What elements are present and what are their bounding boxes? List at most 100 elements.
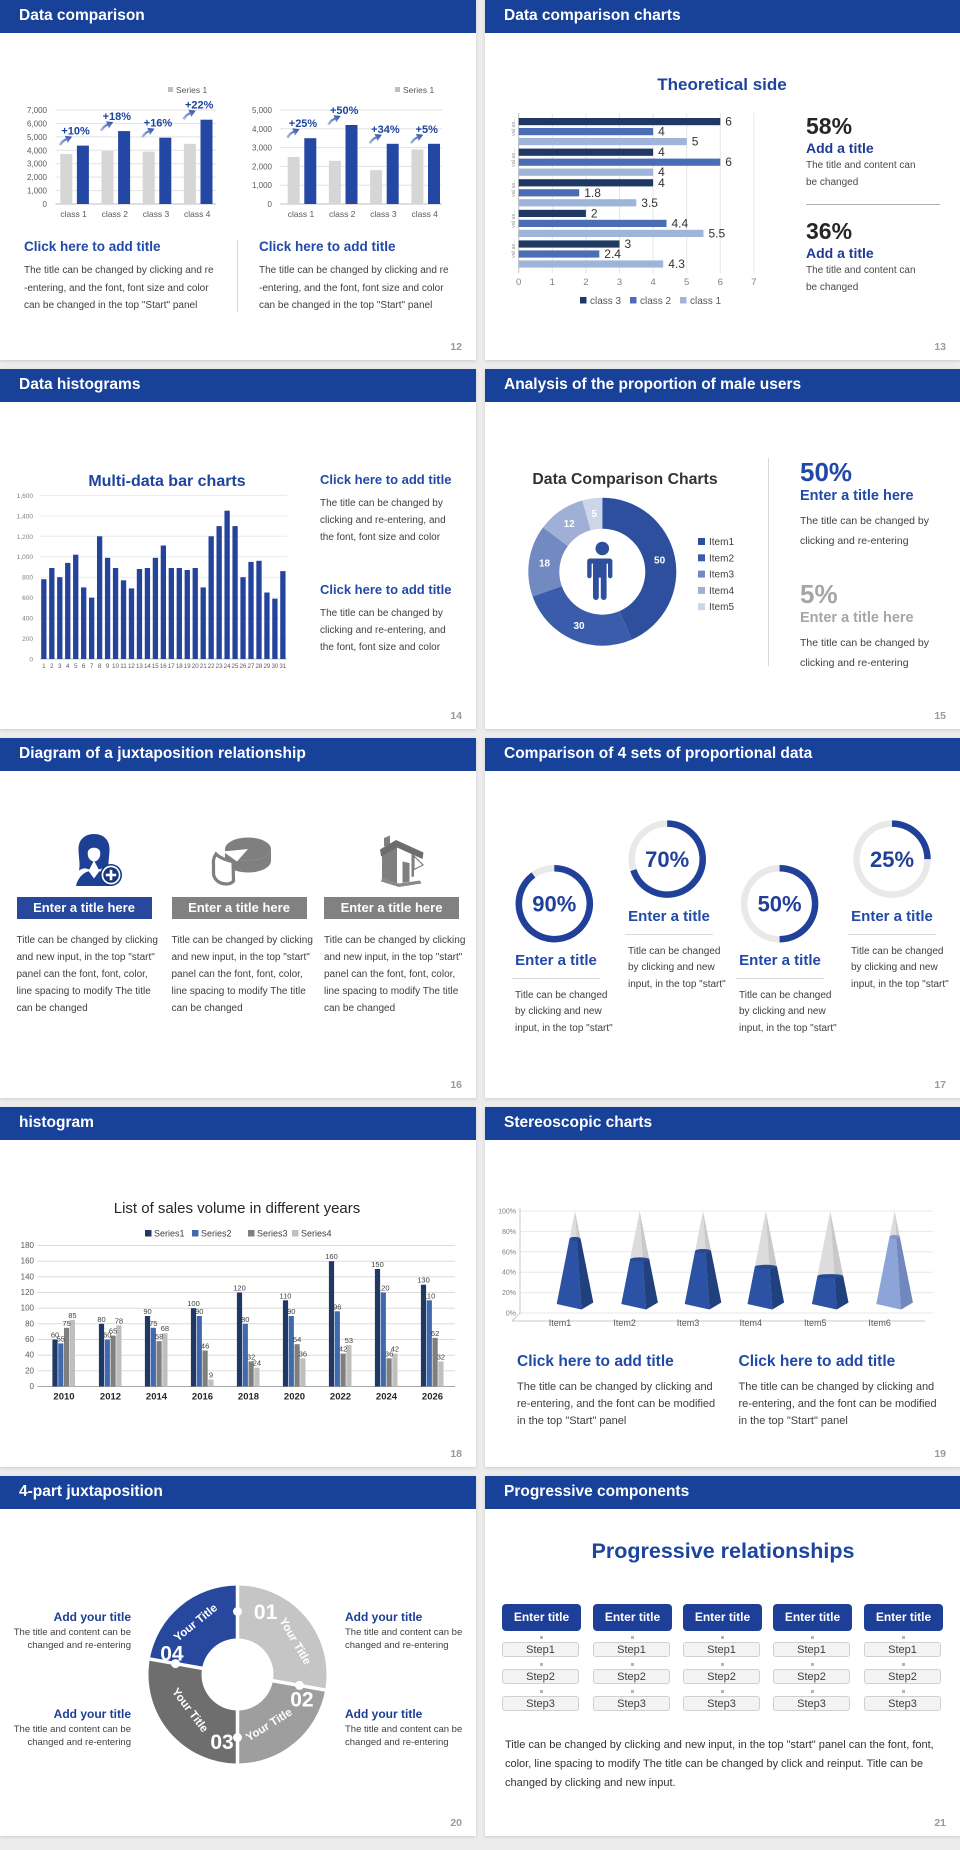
- svg-text:Item3: Item3: [709, 570, 734, 581]
- svg-text:22: 22: [208, 663, 215, 670]
- svg-text:val as...: val as...: [511, 178, 517, 197]
- svg-text:Item3: Item3: [677, 1318, 700, 1328]
- svg-text:6: 6: [725, 155, 732, 169]
- svg-text:1,000: 1,000: [252, 181, 273, 190]
- svg-text:Item4: Item4: [709, 586, 734, 597]
- svg-text:160: 160: [325, 1252, 338, 1261]
- svg-text:4: 4: [650, 277, 655, 288]
- svg-text:75: 75: [149, 1319, 157, 1328]
- svg-text:val as...: val as...: [511, 239, 517, 258]
- svg-text:+18%: +18%: [103, 111, 132, 123]
- svg-text:1,400: 1,400: [17, 513, 34, 520]
- svg-text:68: 68: [161, 1324, 169, 1333]
- svg-text:1.8: 1.8: [584, 186, 601, 200]
- svg-text:class 3: class 3: [370, 209, 397, 219]
- svg-text:Item2: Item2: [613, 1318, 636, 1328]
- svg-text:Series 1: Series 1: [176, 85, 207, 95]
- svg-text:4,000: 4,000: [27, 146, 48, 155]
- svg-text:4: 4: [658, 176, 665, 190]
- svg-text:40: 40: [25, 1351, 34, 1360]
- svg-text:2.4: 2.4: [604, 247, 621, 261]
- svg-text:4,000: 4,000: [252, 125, 273, 134]
- svg-text:85: 85: [68, 1311, 76, 1320]
- svg-text:4.3: 4.3: [668, 257, 685, 271]
- svg-text:9: 9: [106, 663, 110, 670]
- svg-text:Series 1: Series 1: [403, 85, 434, 95]
- svg-text:7: 7: [751, 277, 756, 288]
- svg-text:List of sales volume in differ: List of sales volume in different years: [114, 1200, 361, 1217]
- svg-text:val as...: val as...: [511, 209, 517, 228]
- svg-text:20%: 20%: [502, 1290, 516, 1297]
- svg-text:1,000: 1,000: [27, 187, 48, 196]
- svg-text:Series2: Series2: [201, 1229, 232, 1239]
- svg-text:class 4: class 4: [411, 209, 438, 219]
- svg-text:6: 6: [718, 277, 723, 288]
- svg-text:12: 12: [564, 519, 576, 530]
- svg-text:160: 160: [21, 1257, 35, 1266]
- svg-text:60%: 60%: [502, 1249, 516, 1256]
- svg-text:1: 1: [42, 663, 46, 670]
- svg-text:36: 36: [299, 1349, 307, 1358]
- svg-text:Data Comparison Charts: Data Comparison Charts: [532, 471, 717, 488]
- svg-text:+25%: +25%: [289, 118, 318, 130]
- svg-text:class 2: class 2: [329, 209, 356, 219]
- svg-text:Item5: Item5: [804, 1318, 827, 1328]
- svg-text:Item1: Item1: [549, 1318, 572, 1328]
- svg-text:0%: 0%: [506, 1311, 516, 1318]
- svg-text:50%: 50%: [758, 892, 802, 917]
- svg-text:val as...: val as...: [511, 117, 517, 136]
- svg-text:6,000: 6,000: [27, 119, 48, 128]
- svg-text:class 2: class 2: [102, 209, 129, 219]
- svg-text:11: 11: [120, 663, 127, 670]
- svg-text:0: 0: [43, 200, 48, 209]
- svg-text:19: 19: [184, 663, 191, 670]
- svg-text:02: 02: [290, 1689, 313, 1712]
- svg-text:65: 65: [109, 1327, 117, 1336]
- svg-text:5,000: 5,000: [27, 133, 48, 142]
- svg-text:Item1: Item1: [709, 537, 734, 548]
- svg-text:100: 100: [187, 1299, 200, 1308]
- svg-text:class 2: class 2: [640, 296, 672, 307]
- svg-text:2022: 2022: [330, 1392, 351, 1403]
- svg-text:2: 2: [583, 277, 588, 288]
- svg-text:78: 78: [115, 1316, 123, 1325]
- svg-text:3,000: 3,000: [252, 144, 273, 153]
- svg-text:2024: 2024: [376, 1392, 398, 1403]
- svg-text:21: 21: [200, 663, 207, 670]
- svg-text:5: 5: [684, 277, 689, 288]
- svg-text:16: 16: [160, 663, 167, 670]
- svg-text:0: 0: [516, 277, 521, 288]
- svg-text:7,000: 7,000: [27, 106, 48, 115]
- svg-text:Item4: Item4: [740, 1318, 763, 1328]
- svg-text:36: 36: [385, 1349, 393, 1358]
- svg-text:32: 32: [247, 1352, 255, 1361]
- svg-text:20: 20: [192, 663, 199, 670]
- svg-text:2012: 2012: [100, 1392, 121, 1403]
- svg-text:13: 13: [136, 663, 143, 670]
- svg-text:Item2: Item2: [709, 553, 734, 564]
- svg-text:5: 5: [592, 509, 598, 520]
- svg-text:2,000: 2,000: [27, 173, 48, 182]
- svg-text:0: 0: [268, 200, 273, 209]
- svg-text:2018: 2018: [238, 1392, 259, 1403]
- svg-text:130: 130: [417, 1276, 430, 1285]
- svg-text:class 3: class 3: [590, 296, 622, 307]
- svg-text:class 3: class 3: [143, 209, 170, 219]
- svg-text:90: 90: [143, 1307, 151, 1316]
- svg-text:0: 0: [29, 657, 33, 664]
- svg-text:2: 2: [591, 206, 598, 220]
- svg-text:5: 5: [74, 663, 78, 670]
- svg-text:120: 120: [21, 1288, 35, 1297]
- svg-text:180: 180: [21, 1241, 35, 1250]
- svg-text:3,000: 3,000: [27, 160, 48, 169]
- svg-text:1,200: 1,200: [17, 534, 34, 541]
- svg-text:03: 03: [210, 1731, 233, 1754]
- svg-text:120: 120: [377, 1284, 390, 1293]
- svg-text:26: 26: [240, 663, 247, 670]
- svg-text:10: 10: [112, 663, 119, 670]
- svg-text:6: 6: [82, 663, 86, 670]
- svg-text:2: 2: [50, 663, 54, 670]
- svg-text:55: 55: [57, 1334, 65, 1343]
- svg-text:62: 62: [431, 1329, 439, 1338]
- svg-text:40%: 40%: [502, 1270, 516, 1277]
